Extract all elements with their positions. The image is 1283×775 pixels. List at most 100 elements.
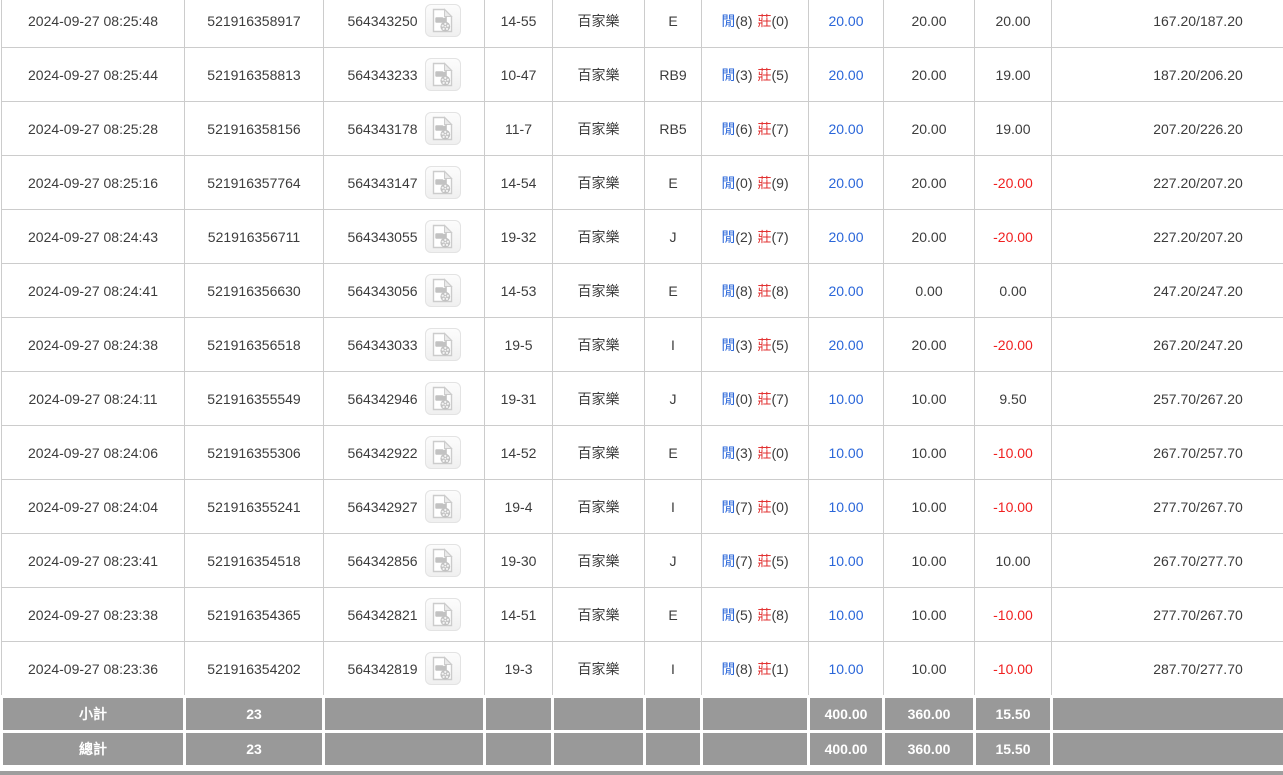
- win-loss: -10.00: [974, 479, 1052, 534]
- game-result: 閒(5) 莊(8): [701, 587, 809, 642]
- video-replay-button[interactable]: [424, 544, 461, 577]
- balance: 267.20/247.20: [1051, 317, 1283, 372]
- bet-amount: 20.00: [808, 0, 884, 48]
- summary-valid-total: 360.00: [882, 730, 976, 768]
- game-result: 閒(8) 莊(1): [701, 641, 809, 697]
- bet-id: 521916356711: [184, 209, 324, 264]
- table-bottom-bar: [0, 771, 1283, 775]
- bet-amount: 20.00: [808, 155, 884, 210]
- game-result: 閒(8) 莊(0): [701, 0, 809, 48]
- game-result: 閒(6) 莊(7): [701, 101, 809, 156]
- table-number: 14-53: [484, 263, 553, 318]
- video-file-icon: [432, 278, 453, 303]
- valid-amount: 10.00: [883, 425, 975, 480]
- valid-amount: 20.00: [883, 47, 975, 102]
- video-replay-button[interactable]: [424, 328, 461, 361]
- video-replay-button[interactable]: [424, 436, 461, 469]
- video-file-icon: [432, 62, 453, 87]
- video-replay-button[interactable]: [424, 652, 461, 685]
- round-id: 564343233: [347, 66, 418, 83]
- bet-id: 521916356518: [184, 317, 324, 372]
- player-label: 閒: [721, 66, 736, 83]
- valid-amount: 10.00: [883, 587, 975, 642]
- player-score: (0): [735, 174, 753, 191]
- round-cell: 564342922: [323, 425, 485, 480]
- table-number: 14-55: [484, 0, 553, 48]
- video-replay-button[interactable]: [424, 58, 461, 91]
- round-cell: 564342819: [323, 641, 485, 697]
- bet-type-code: I: [644, 317, 702, 372]
- video-file-icon: [432, 224, 453, 249]
- player-label: 閒: [721, 660, 736, 677]
- game-type: 百家樂: [552, 263, 645, 318]
- player-label: 閒: [721, 228, 736, 245]
- player-score: (7): [735, 498, 753, 515]
- valid-amount: 10.00: [883, 641, 975, 697]
- game-result: 閒(3) 莊(5): [701, 317, 809, 372]
- game-type: 百家樂: [552, 371, 645, 426]
- win-loss: -10.00: [974, 425, 1052, 480]
- bet-type-code: I: [644, 479, 702, 534]
- video-replay-button[interactable]: [424, 274, 461, 307]
- banker-score: (9): [771, 174, 789, 191]
- round-id: 564343178: [347, 120, 418, 137]
- bet-id: 521916356630: [184, 263, 324, 318]
- bet-time: 2024-09-27 08:23:41: [1, 533, 185, 588]
- video-replay-button[interactable]: [424, 382, 461, 415]
- round-cell: 564343033: [323, 317, 485, 372]
- table-number: 19-5: [484, 317, 553, 372]
- balance: 227.20/207.20: [1051, 209, 1283, 264]
- player-label: 閒: [721, 552, 736, 569]
- player-label: 閒: [721, 444, 736, 461]
- game-result: 閒(7) 莊(5): [701, 533, 809, 588]
- round-cell: 564342927: [323, 479, 485, 534]
- game-result: 閒(2) 莊(7): [701, 209, 809, 264]
- bet-time: 2024-09-27 08:25:48: [1, 0, 185, 48]
- balance: 257.70/267.20: [1051, 371, 1283, 426]
- player-score: (3): [735, 336, 753, 353]
- summary-winloss-total: 15.50: [973, 695, 1053, 733]
- win-loss: 0.00: [974, 263, 1052, 318]
- round-id: 564342856: [347, 552, 418, 569]
- bet-time: 2024-09-27 08:23:38: [1, 587, 185, 642]
- bet-amount: 10.00: [808, 641, 884, 697]
- balance: 167.20/187.20: [1051, 0, 1283, 48]
- video-replay-button[interactable]: [424, 4, 461, 37]
- player-label: 閒: [721, 390, 736, 407]
- video-file-icon: [432, 170, 453, 195]
- game-type: 百家樂: [552, 155, 645, 210]
- player-score: (6): [735, 120, 753, 137]
- player-score: (3): [735, 444, 753, 461]
- table-row: 2024-09-27 08:25:44 521916358813 5643432…: [1, 47, 1283, 102]
- table-row: 2024-09-27 08:24:04 521916355241 5643429…: [1, 479, 1283, 534]
- video-replay-button[interactable]: [424, 490, 461, 523]
- player-label: 閒: [721, 498, 736, 515]
- video-replay-button[interactable]: [424, 112, 461, 145]
- balance: 207.20/226.20: [1051, 101, 1283, 156]
- video-replay-button[interactable]: [424, 598, 461, 631]
- banker-score: (0): [771, 12, 789, 29]
- win-loss: 20.00: [974, 0, 1052, 48]
- banker-label: 莊: [757, 66, 772, 83]
- round-id: 564342922: [347, 444, 418, 461]
- video-replay-button[interactable]: [424, 220, 461, 253]
- banker-label: 莊: [757, 174, 772, 191]
- game-result: 閒(0) 莊(9): [701, 155, 809, 210]
- win-loss: -20.00: [974, 209, 1052, 264]
- table-number: 10-47: [484, 47, 553, 102]
- round-id: 564342946: [347, 390, 418, 407]
- balance: 267.70/277.70: [1051, 533, 1283, 588]
- table-number: 19-31: [484, 371, 553, 426]
- game-type: 百家樂: [552, 101, 645, 156]
- round-cell: 564343147: [323, 155, 485, 210]
- bet-time: 2024-09-27 08:24:04: [1, 479, 185, 534]
- round-id: 564343056: [347, 282, 418, 299]
- game-type: 百家樂: [552, 0, 645, 48]
- bet-type-code: RB5: [644, 101, 702, 156]
- bet-type-code: J: [644, 371, 702, 426]
- video-replay-button[interactable]: [424, 166, 461, 199]
- table-row: 2024-09-27 08:23:41 521916354518 5643428…: [1, 533, 1283, 588]
- round-id: 564342821: [347, 606, 418, 623]
- player-score: (7): [735, 552, 753, 569]
